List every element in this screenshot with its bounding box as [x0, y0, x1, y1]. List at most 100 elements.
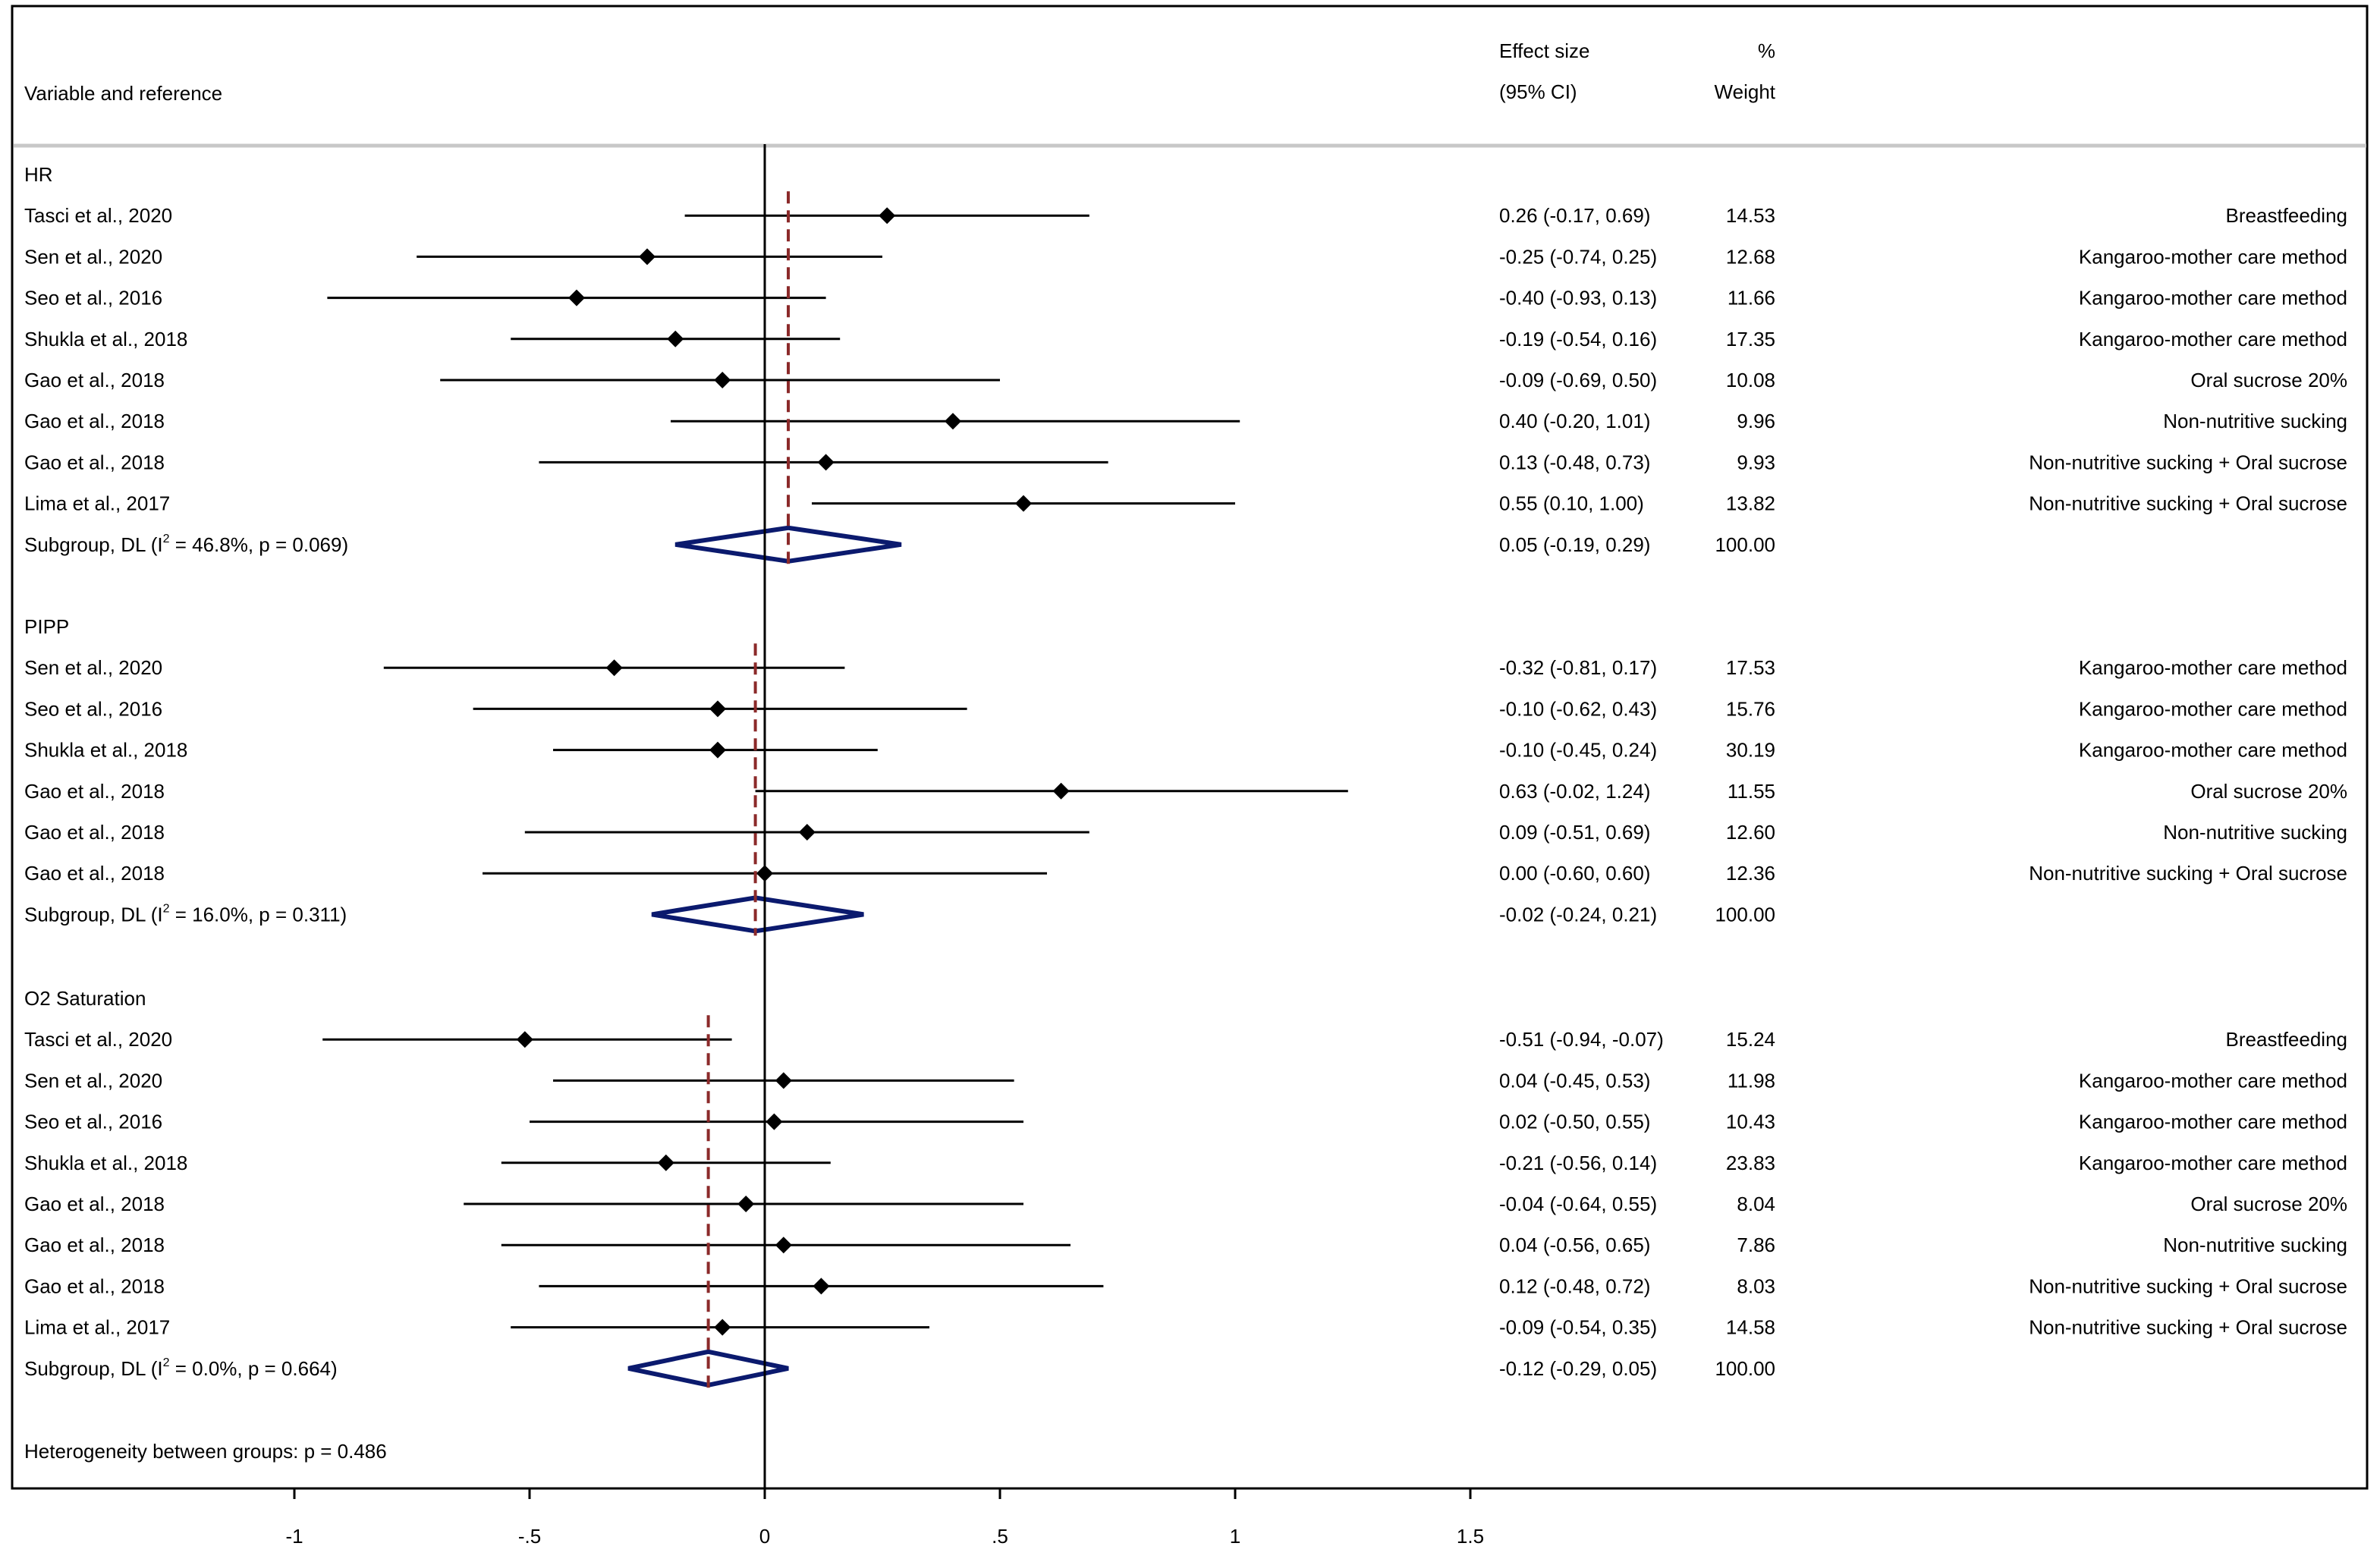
effect-ci-value: 0.00 (-0.60, 0.60) [1499, 862, 1650, 885]
point-estimate [813, 1278, 830, 1295]
header-percent: % [1758, 39, 1775, 62]
effect-ci-value: 0.55 (0.10, 1.00) [1499, 492, 1644, 515]
pooled-diamond [627, 1349, 789, 1388]
subgroup-label: Subgroup, DL (I2 = 0.0%, p = 0.664) [24, 1356, 338, 1380]
point-estimate [667, 330, 684, 347]
intervention-label: Non-nutritive sucking [2163, 1234, 2347, 1256]
point-estimate [879, 207, 896, 225]
study-label: Gao et al., 2018 [24, 821, 165, 844]
header-weight: Weight [1715, 80, 1776, 103]
effect-ci-value: 0.40 (-0.20, 1.01) [1499, 410, 1650, 432]
point-estimate [766, 1113, 783, 1130]
weight-value: 9.93 [1737, 451, 1775, 473]
effect-ci-value: 0.04 (-0.56, 0.65) [1499, 1234, 1650, 1256]
point-estimate [709, 700, 726, 718]
subgroup-ci-value: -0.12 (-0.29, 0.05) [1499, 1357, 1657, 1380]
effect-ci-value: 0.04 (-0.45, 0.53) [1499, 1069, 1650, 1092]
intervention-label: Non-nutritive sucking + Oral sucrose [2029, 862, 2347, 885]
effect-ci-value: -0.04 (-0.64, 0.55) [1499, 1193, 1657, 1215]
group-title: HR [24, 163, 53, 186]
x-tick-label: -1 [285, 1525, 303, 1548]
effect-ci-value: -0.51 (-0.94, -0.07) [1499, 1028, 1664, 1051]
point-estimate [709, 741, 726, 759]
x-tick-label: 0 [759, 1525, 770, 1548]
effect-ci-value: -0.19 (-0.54, 0.16) [1499, 328, 1657, 350]
point-estimate [1052, 782, 1070, 800]
effect-ci-value: 0.09 (-0.51, 0.69) [1499, 821, 1650, 844]
weight-value: 17.53 [1726, 656, 1775, 679]
intervention-label: Oral sucrose 20% [2190, 369, 2347, 391]
intervention-label: Non-nutritive sucking [2163, 410, 2347, 432]
plot-frame [11, 5, 2369, 1490]
point-estimate [657, 1154, 674, 1171]
weight-value: 12.68 [1726, 245, 1775, 268]
point-estimate [817, 454, 835, 471]
weight-value: 10.43 [1726, 1111, 1775, 1133]
study-label: Tasci et al., 2020 [24, 204, 172, 227]
pooled-diamond [674, 525, 902, 564]
plot-layer: HR Tasci et al., 2020 0.26 (-0.17, 0.69) 14… [24, 144, 2347, 1488]
subgroup-ci-value: 0.05 (-0.19, 0.29) [1499, 533, 1650, 556]
point-estimate [775, 1237, 792, 1254]
study-label: Gao et al., 2018 [24, 451, 165, 473]
subgroup-ci-value: -0.02 (-0.24, 0.21) [1499, 903, 1657, 926]
study-label: Gao et al., 2018 [24, 1234, 165, 1256]
intervention-label: Kangaroo-mother care method [2079, 328, 2347, 350]
effect-ci-value: 0.13 (-0.48, 0.73) [1499, 451, 1650, 473]
intervention-label: Kangaroo-mother care method [2079, 1069, 2347, 1092]
effect-ci-value: -0.09 (-0.54, 0.35) [1499, 1316, 1657, 1339]
study-label: Gao et al., 2018 [24, 369, 165, 391]
study-label: Shukla et al., 2018 [24, 1152, 187, 1174]
point-estimate [945, 413, 961, 430]
study-label: Lima et al., 2017 [24, 1316, 170, 1339]
group-title: PIPP [24, 615, 69, 638]
weight-value: 8.04 [1737, 1193, 1775, 1215]
point-estimate [568, 289, 585, 306]
subgroup-weight-value: 100.00 [1715, 533, 1775, 556]
heterogeneity-text: Heterogeneity between groups: p = 0.486 [24, 1440, 387, 1463]
effect-ci-value: -0.32 (-0.81, 0.17) [1499, 656, 1657, 679]
study-label: Shukla et al., 2018 [24, 328, 187, 350]
weight-value: 13.82 [1726, 492, 1775, 515]
study-label: Sen et al., 2020 [24, 245, 162, 268]
weight-value: 10.08 [1726, 369, 1775, 391]
intervention-label: Non-nutritive sucking + Oral sucrose [2029, 1316, 2347, 1339]
intervention-label: Kangaroo-mother care method [2079, 287, 2347, 310]
effect-ci-value: -0.21 (-0.56, 0.14) [1499, 1152, 1657, 1174]
intervention-label: Kangaroo-mother care method [2079, 1111, 2347, 1133]
effect-ci-value: -0.40 (-0.93, 0.13) [1499, 287, 1657, 310]
effect-ci-value: 0.12 (-0.48, 0.72) [1499, 1274, 1650, 1297]
effect-ci-value: -0.25 (-0.74, 0.25) [1499, 245, 1657, 268]
intervention-label: Non-nutritive sucking + Oral sucrose [2029, 451, 2347, 473]
intervention-label: Kangaroo-mother care method [2079, 656, 2347, 679]
point-estimate [737, 1196, 755, 1212]
study-label: Sen et al., 2020 [24, 656, 162, 679]
study-label: Gao et al., 2018 [24, 862, 165, 885]
intervention-label: Oral sucrose 20% [2190, 780, 2347, 803]
effect-ci-value: -0.10 (-0.45, 0.24) [1499, 739, 1657, 762]
intervention-label: Non-nutritive sucking + Oral sucrose [2029, 1274, 2347, 1297]
intervention-label: Non-nutritive sucking + Oral sucrose [2029, 492, 2347, 515]
study-label: Shukla et al., 2018 [24, 739, 187, 762]
point-estimate [516, 1031, 533, 1048]
point-estimate [639, 248, 656, 266]
pooled-diamond [651, 895, 864, 934]
x-tick-label: 1 [1230, 1525, 1240, 1548]
intervention-label: Breastfeeding [2226, 204, 2347, 227]
weight-value: 12.60 [1726, 821, 1775, 844]
study-label: Tasci et al., 2020 [24, 1028, 172, 1051]
weight-value: 7.86 [1737, 1234, 1775, 1256]
header-ci: (95% CI) [1499, 80, 1577, 103]
effect-ci-value: 0.63 (-0.02, 1.24) [1499, 780, 1650, 803]
effect-ci-value: -0.09 (-0.69, 0.50) [1499, 369, 1657, 391]
study-label: Seo et al., 2016 [24, 1111, 162, 1133]
group-title: O2 Saturation [24, 987, 146, 1010]
weight-value: 8.03 [1737, 1274, 1775, 1297]
intervention-label: Breastfeeding [2226, 1028, 2347, 1051]
weight-value: 14.58 [1726, 1316, 1775, 1339]
effect-ci-value: 0.02 (-0.50, 0.55) [1499, 1111, 1650, 1133]
effect-ci-value: -0.10 (-0.62, 0.43) [1499, 697, 1657, 720]
study-label: Lima et al., 2017 [24, 492, 170, 515]
point-estimate [714, 1318, 731, 1336]
